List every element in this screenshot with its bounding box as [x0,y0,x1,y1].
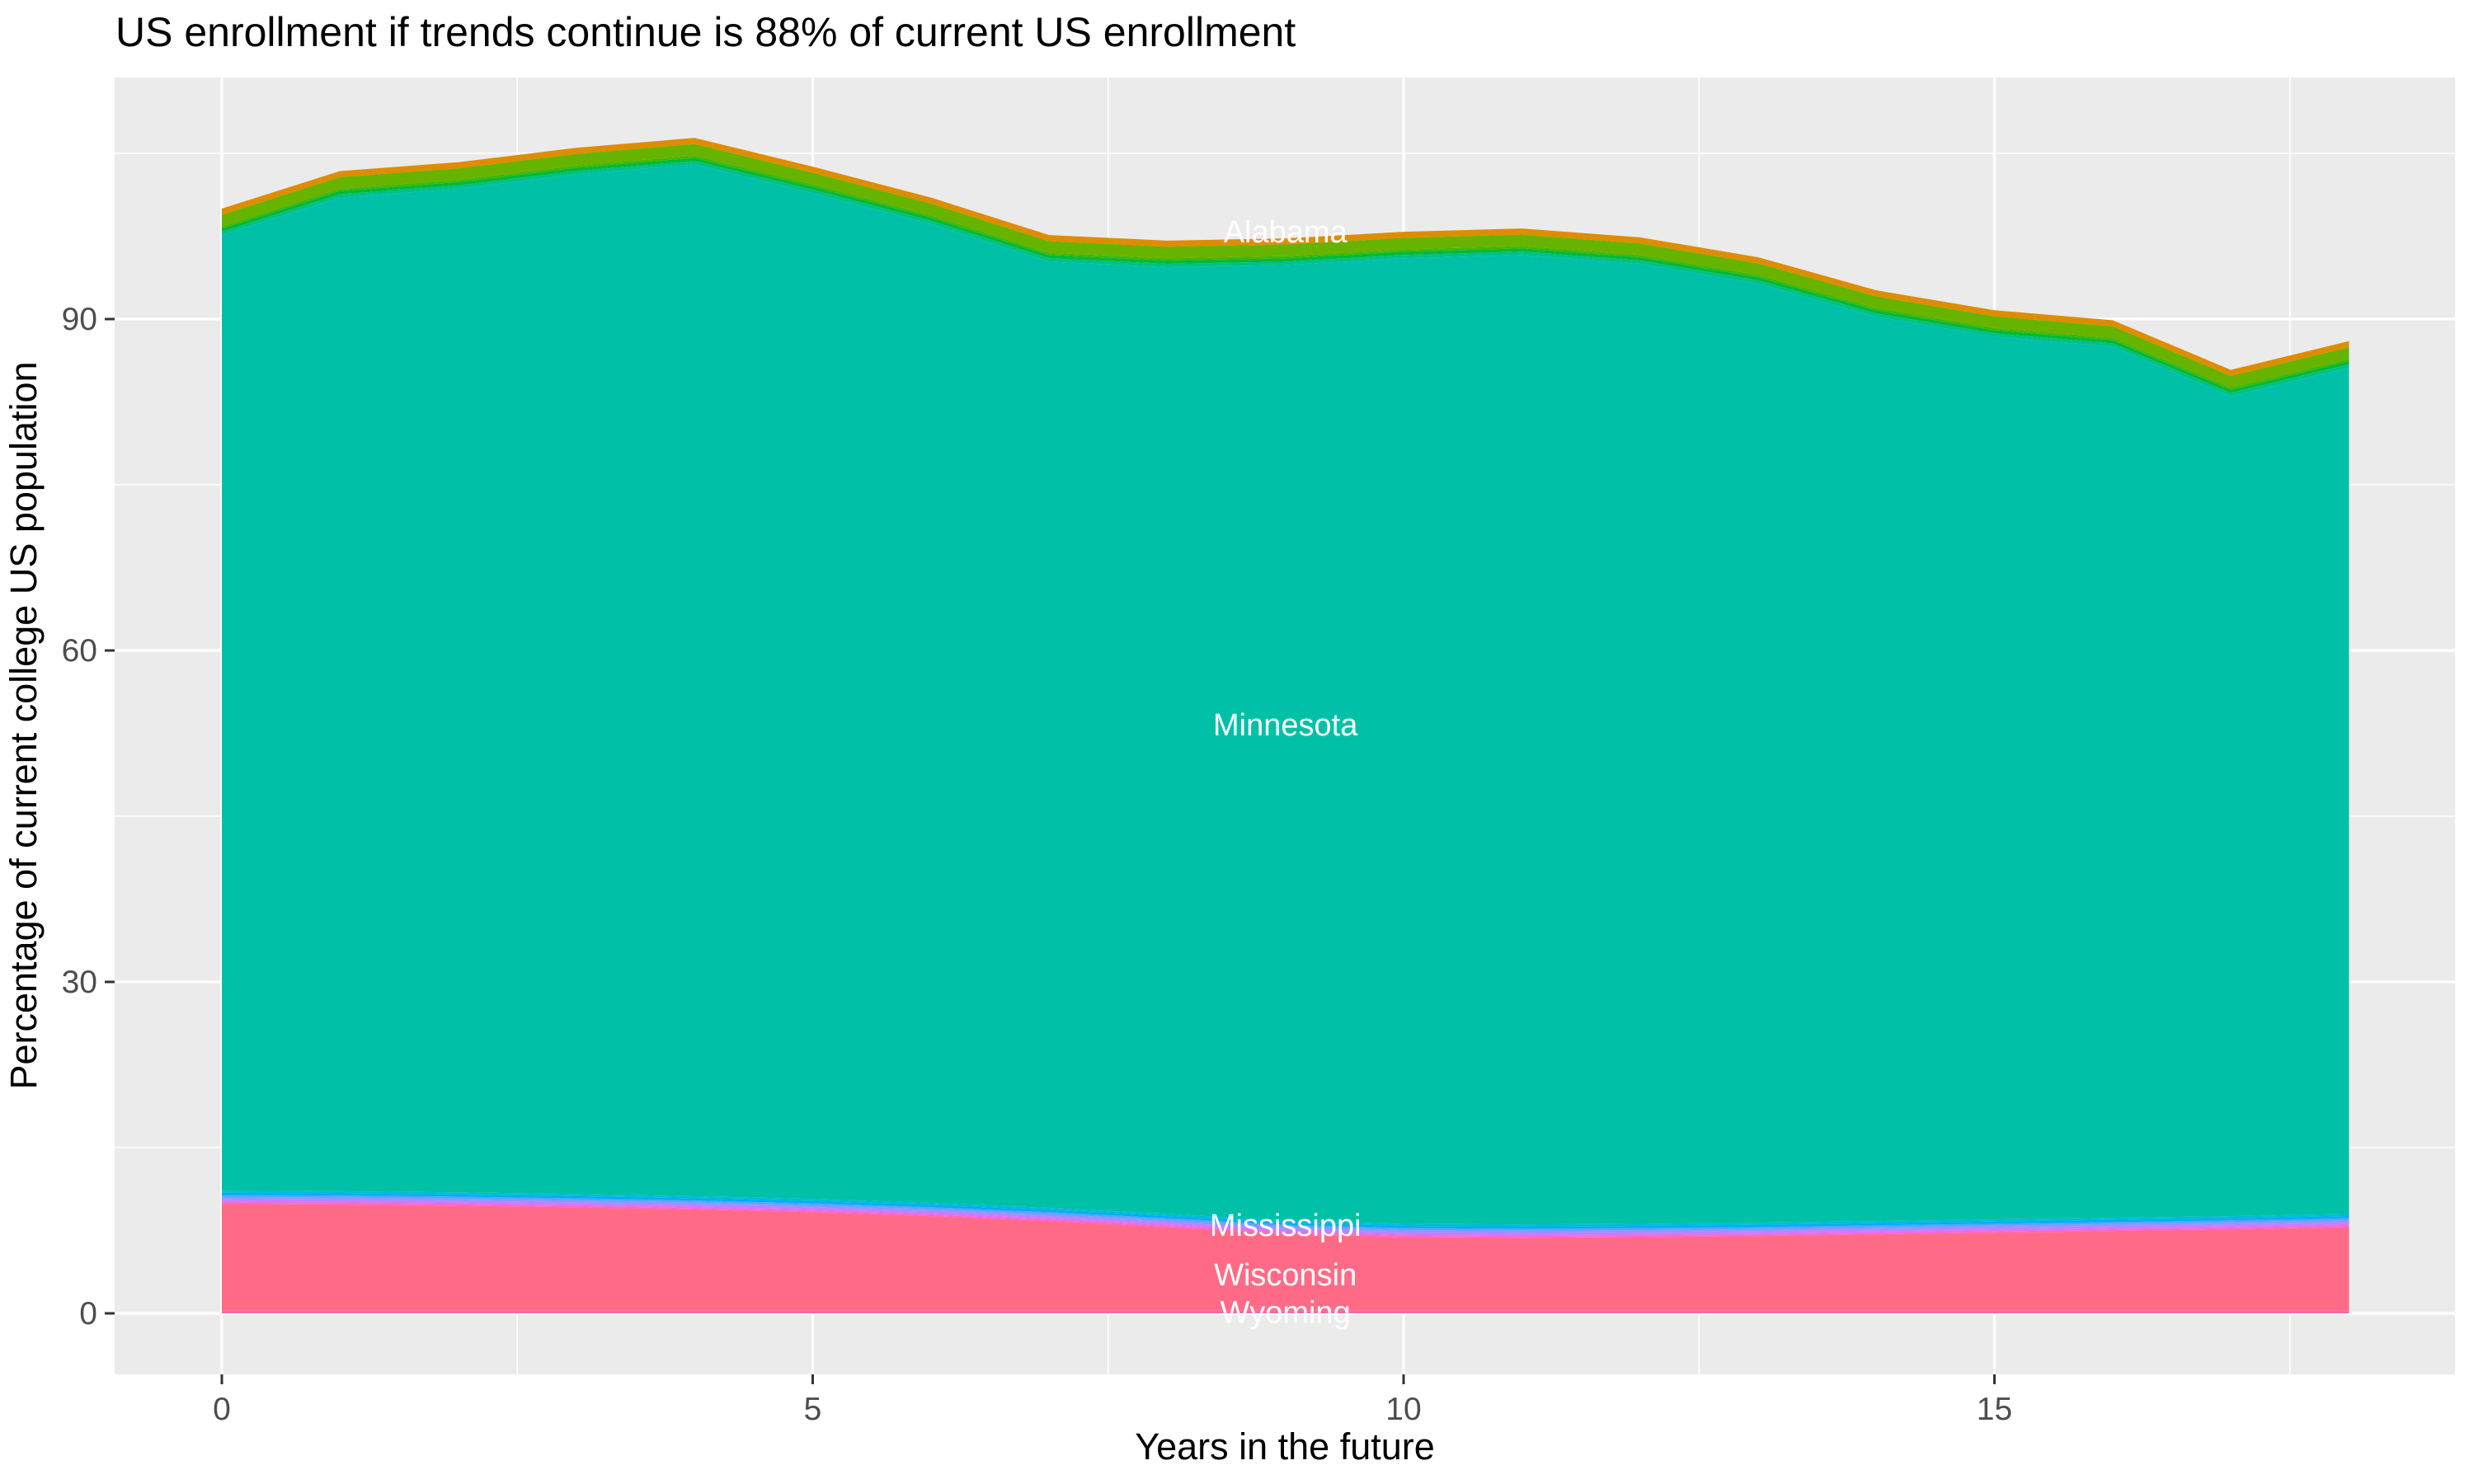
area-band-minnesota [222,164,2349,1225]
y-tick-label: 90 [62,302,97,337]
x-tick-label: 10 [1385,1392,1421,1427]
area-label-wisconsin: Wisconsin [1214,1258,1357,1293]
area-label-wyoming: Wyoming [1221,1296,1351,1331]
y-tick-label: 60 [62,633,97,669]
y-tick-label: 0 [79,1296,97,1331]
area-band-mississippi [222,1190,2349,1227]
area-band-small-state-sliver [222,1192,2349,1229]
state-area-labels: Alabama Minnesota Mississippi WisconsinWyom… [1210,215,1362,1331]
y-axis-title: Percentage of current college US populat… [2,361,45,1089]
chart-title: US enrollment if trends continue is 88% … [115,9,1296,55]
x-tick-label: 15 [1977,1392,2012,1427]
stacked-areas [222,138,2349,1313]
x-axis-title: Years in the future [1135,1425,1435,1468]
area-band-wyoming [222,1310,2349,1313]
area-label-mississippi: Mississippi [1210,1209,1362,1243]
axis-tick-labels: 0 5 10 15 0 30 60 90 [62,302,2013,1427]
y-tick-label: 30 [62,965,97,1000]
area-label-minnesota: Minnesota [1213,708,1358,743]
area-band-wisconsin [222,1204,2349,1311]
axis-tick-marks [105,317,1996,1384]
x-tick-label: 0 [213,1392,231,1427]
x-tick-label: 5 [804,1392,822,1427]
area-label-alabama: Alabama [1224,215,1348,250]
